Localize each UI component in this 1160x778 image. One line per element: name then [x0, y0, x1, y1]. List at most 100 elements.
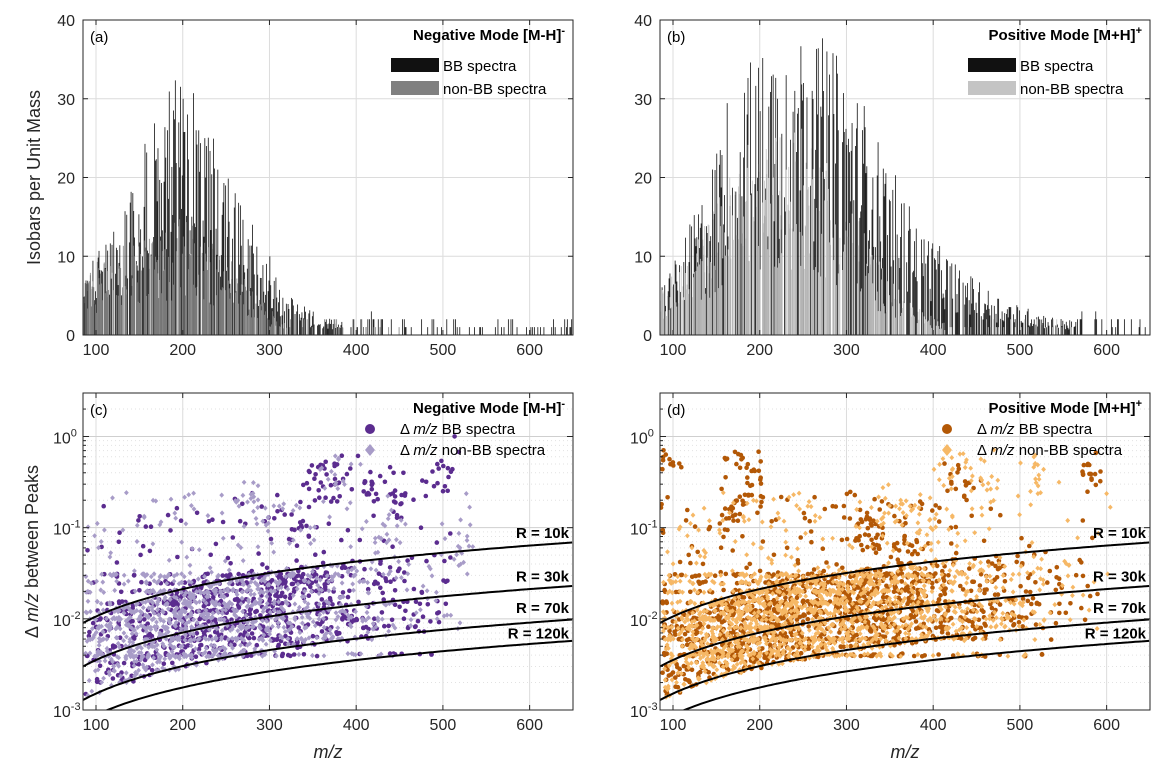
scatter-point: [361, 625, 366, 630]
scatter-point: [272, 598, 277, 605]
scatter-point: [365, 579, 370, 586]
scatter-point: [326, 588, 332, 594]
scatter-point: [1057, 601, 1062, 607]
bar: [459, 327, 461, 335]
scatter-point: [394, 515, 400, 521]
scatter-point: [101, 636, 106, 642]
bar: [516, 327, 518, 335]
scatter-point: [326, 521, 332, 526]
bar: [919, 309, 921, 335]
scatter-point: [333, 617, 339, 623]
scatter-point: [143, 524, 149, 529]
bar: [167, 130, 168, 335]
scatter-point: [731, 518, 736, 523]
bar: [1008, 307, 1010, 335]
scatter-point: [175, 614, 181, 620]
scatter-point: [464, 537, 470, 543]
scatter-point: [172, 622, 177, 628]
scatter-point: [997, 602, 1003, 607]
bar: [323, 326, 325, 335]
bar: [551, 327, 553, 335]
scatter-point: [848, 643, 854, 649]
scatter-point: [232, 597, 238, 602]
scatter-point: [776, 622, 782, 628]
scatter-point: [326, 579, 331, 585]
resolution-curve: [83, 618, 573, 701]
bar: [157, 273, 159, 335]
scatter-point: [163, 624, 169, 630]
bar: [175, 251, 177, 335]
bar: [722, 258, 724, 335]
legend-label: BB spectra: [443, 58, 517, 75]
scatter-point: [208, 642, 214, 648]
scatter-point: [142, 657, 148, 663]
scatter-point: [686, 552, 691, 558]
scatter-point: [247, 611, 253, 617]
scatter-point: [246, 597, 251, 603]
scatter-point: [685, 678, 691, 683]
scatter-point: [448, 555, 453, 560]
bar: [125, 275, 127, 335]
scatter-point: [220, 644, 226, 650]
scatter-point: [386, 623, 392, 629]
scatter-point: [202, 574, 207, 580]
scatter-point: [148, 626, 154, 633]
scatter-point: [151, 589, 157, 595]
bar: [537, 327, 539, 335]
bar: [279, 326, 281, 335]
scatter-point: [237, 624, 242, 630]
scatter-point: [798, 650, 804, 656]
scatter-point: [308, 584, 313, 590]
bar: [122, 245, 124, 335]
scatter-point: [96, 623, 102, 629]
bar: [257, 317, 259, 335]
bar: [1002, 320, 1004, 335]
bar: [875, 300, 876, 335]
scatter-point: [194, 631, 200, 636]
bar: [929, 325, 931, 335]
bar: [279, 316, 281, 335]
bar: [699, 264, 700, 335]
scatter-point: [312, 623, 318, 629]
scatter-point: [281, 607, 286, 613]
scatter-point: [371, 581, 377, 587]
scatter-point: [362, 480, 367, 486]
scatter-point: [445, 488, 451, 494]
bar: [899, 303, 901, 335]
scatter-point: [268, 637, 273, 643]
scatter-point: [937, 505, 942, 511]
scatter-point: [351, 587, 356, 593]
ticks: [83, 392, 573, 711]
bar: [109, 294, 110, 335]
bar: [206, 261, 207, 335]
scatter-point: [213, 587, 219, 593]
scatter-point: [839, 537, 845, 543]
scatter-point: [275, 580, 281, 586]
bar: [128, 242, 130, 335]
x-tick-label: 100: [660, 342, 687, 359]
scatter-point: [408, 617, 414, 623]
scatter-point: [219, 610, 225, 616]
scatter-point: [294, 636, 300, 642]
scatter-point: [970, 623, 976, 629]
scatter-point: [305, 604, 310, 610]
legend-title-superscript: -: [561, 398, 565, 410]
bar: [742, 233, 744, 335]
scatter-point: [345, 612, 351, 618]
scatter-point: [405, 571, 411, 577]
scatter-point: [110, 676, 116, 681]
scatter-point: [196, 650, 202, 656]
bar: [390, 319, 392, 335]
scatter-point: [970, 636, 976, 642]
bar: [922, 276, 924, 335]
bar: [973, 310, 975, 335]
bar: [382, 319, 383, 335]
bar: [892, 189, 894, 335]
bar: [728, 255, 730, 335]
scatter-point: [114, 571, 119, 577]
scatter-point: [175, 554, 180, 560]
bar: [474, 327, 475, 335]
bar: [189, 253, 191, 335]
bar: [707, 224, 709, 335]
scatter-point: [352, 572, 358, 578]
